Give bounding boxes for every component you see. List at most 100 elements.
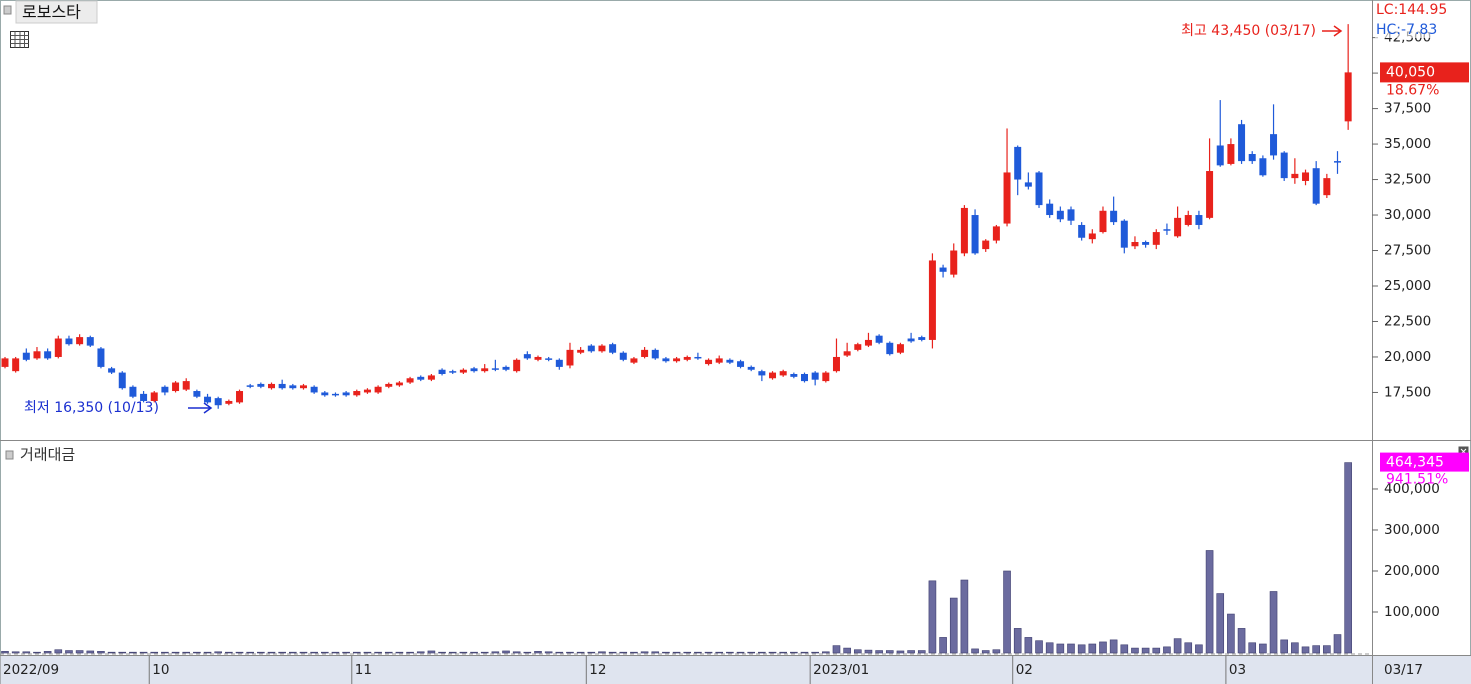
candle-body <box>896 344 904 353</box>
crosshair-date-box <box>1375 658 1471 684</box>
x-tick-label: 10 <box>152 662 169 678</box>
grid-icon[interactable] <box>10 31 29 48</box>
volume-bar <box>555 651 564 654</box>
candle-body <box>854 344 862 350</box>
volume-bar <box>97 651 105 654</box>
volume-bar <box>395 651 404 654</box>
volume-bar <box>1216 593 1225 654</box>
volume-bar <box>928 580 937 654</box>
volume-bar <box>193 651 201 654</box>
volume-bar <box>65 650 73 654</box>
candle-body <box>790 374 798 377</box>
candle-body <box>1206 171 1214 218</box>
volume-bar <box>1227 613 1235 654</box>
x-tick-label: 02 <box>1016 662 1033 678</box>
candle-body <box>918 337 926 340</box>
candle-body <box>385 383 393 387</box>
candle-body <box>886 342 894 355</box>
volume-bar <box>480 651 489 654</box>
candle-body <box>417 376 425 380</box>
candle-body <box>1291 173 1299 179</box>
volume-bar <box>54 649 63 654</box>
volume-bar <box>11 651 20 654</box>
y-tick-label: 20,000 <box>1384 349 1431 365</box>
max-annotation: 최고 43,450 (03/17) <box>1181 23 1316 39</box>
candle-body <box>118 372 126 389</box>
volume-bar <box>736 651 745 654</box>
volume-bar <box>1024 637 1033 654</box>
candle-body <box>481 368 489 372</box>
volume-bar <box>960 579 969 654</box>
candle-body <box>1152 232 1160 245</box>
menu-icon[interactable] <box>3 5 12 15</box>
candle-body <box>76 337 84 345</box>
x-tick-label: 2023/01 <box>813 662 869 678</box>
volume-bar <box>1184 642 1193 654</box>
candle-body <box>1238 124 1246 162</box>
volume-bar <box>832 645 841 654</box>
volume-bar <box>576 651 585 654</box>
candle-body <box>971 215 979 254</box>
volume-bar <box>491 651 500 654</box>
label-bg <box>1375 2 1449 18</box>
candle-body <box>12 358 20 372</box>
volume-bar <box>502 650 510 654</box>
volume-bar <box>608 651 617 654</box>
arrow <box>1322 25 1343 37</box>
candle-body <box>353 391 361 396</box>
volume-bar <box>896 650 905 654</box>
candle-body <box>843 351 851 356</box>
volume-bar <box>534 651 542 654</box>
candle-body <box>939 267 947 272</box>
volume-bar <box>1163 646 1171 654</box>
candle-body <box>641 349 649 357</box>
volume-bar <box>1088 643 1097 654</box>
volume-bar <box>779 651 787 654</box>
y-tick-label: 35,000 <box>1384 136 1431 152</box>
title-box[interactable] <box>15 0 98 24</box>
volume-bar <box>1301 646 1310 654</box>
candle-body <box>694 356 702 359</box>
volume-bar <box>1056 643 1065 654</box>
candle-body <box>779 371 787 376</box>
volume-bar <box>1173 638 1182 654</box>
volume-bar <box>384 651 393 654</box>
volume-bar <box>566 651 574 654</box>
volume-bar <box>470 651 478 654</box>
volume-bar <box>161 651 169 654</box>
candle-body <box>1195 215 1203 225</box>
crosshair-date: 03/17 <box>1384 662 1423 678</box>
volume-bar <box>352 651 361 654</box>
candle-body <box>459 369 467 373</box>
candle-body <box>992 226 1000 241</box>
volume-bar <box>726 651 734 654</box>
volume-bar <box>225 651 233 654</box>
price-badge: 40,050 <box>1386 64 1435 80</box>
menu-icon[interactable] <box>5 450 14 460</box>
candle-body <box>363 389 371 393</box>
candle-body <box>331 393 339 396</box>
volume-bar <box>75 650 84 654</box>
volume-bar <box>438 651 446 654</box>
candle-body <box>1259 158 1267 176</box>
y-tick-label: 22,500 <box>1384 313 1431 329</box>
volume-bar <box>331 651 340 654</box>
candle-body <box>1227 144 1235 164</box>
candle-body <box>225 400 233 404</box>
candle-body <box>705 359 713 365</box>
volume-bar <box>544 651 553 654</box>
candle-body <box>1088 233 1096 240</box>
candle-body <box>683 356 691 360</box>
hc-label: HC:-7.83 <box>1376 22 1437 38</box>
candle-body <box>1312 168 1320 204</box>
volume-bar <box>278 651 286 654</box>
volume-bar <box>406 651 414 654</box>
candle-body <box>928 260 936 340</box>
candle-body <box>523 354 531 359</box>
candle-body <box>982 240 990 250</box>
candle-body <box>161 386 169 393</box>
candle-body <box>1024 182 1032 187</box>
candle-body <box>1003 172 1011 224</box>
volume-bar <box>150 651 159 654</box>
